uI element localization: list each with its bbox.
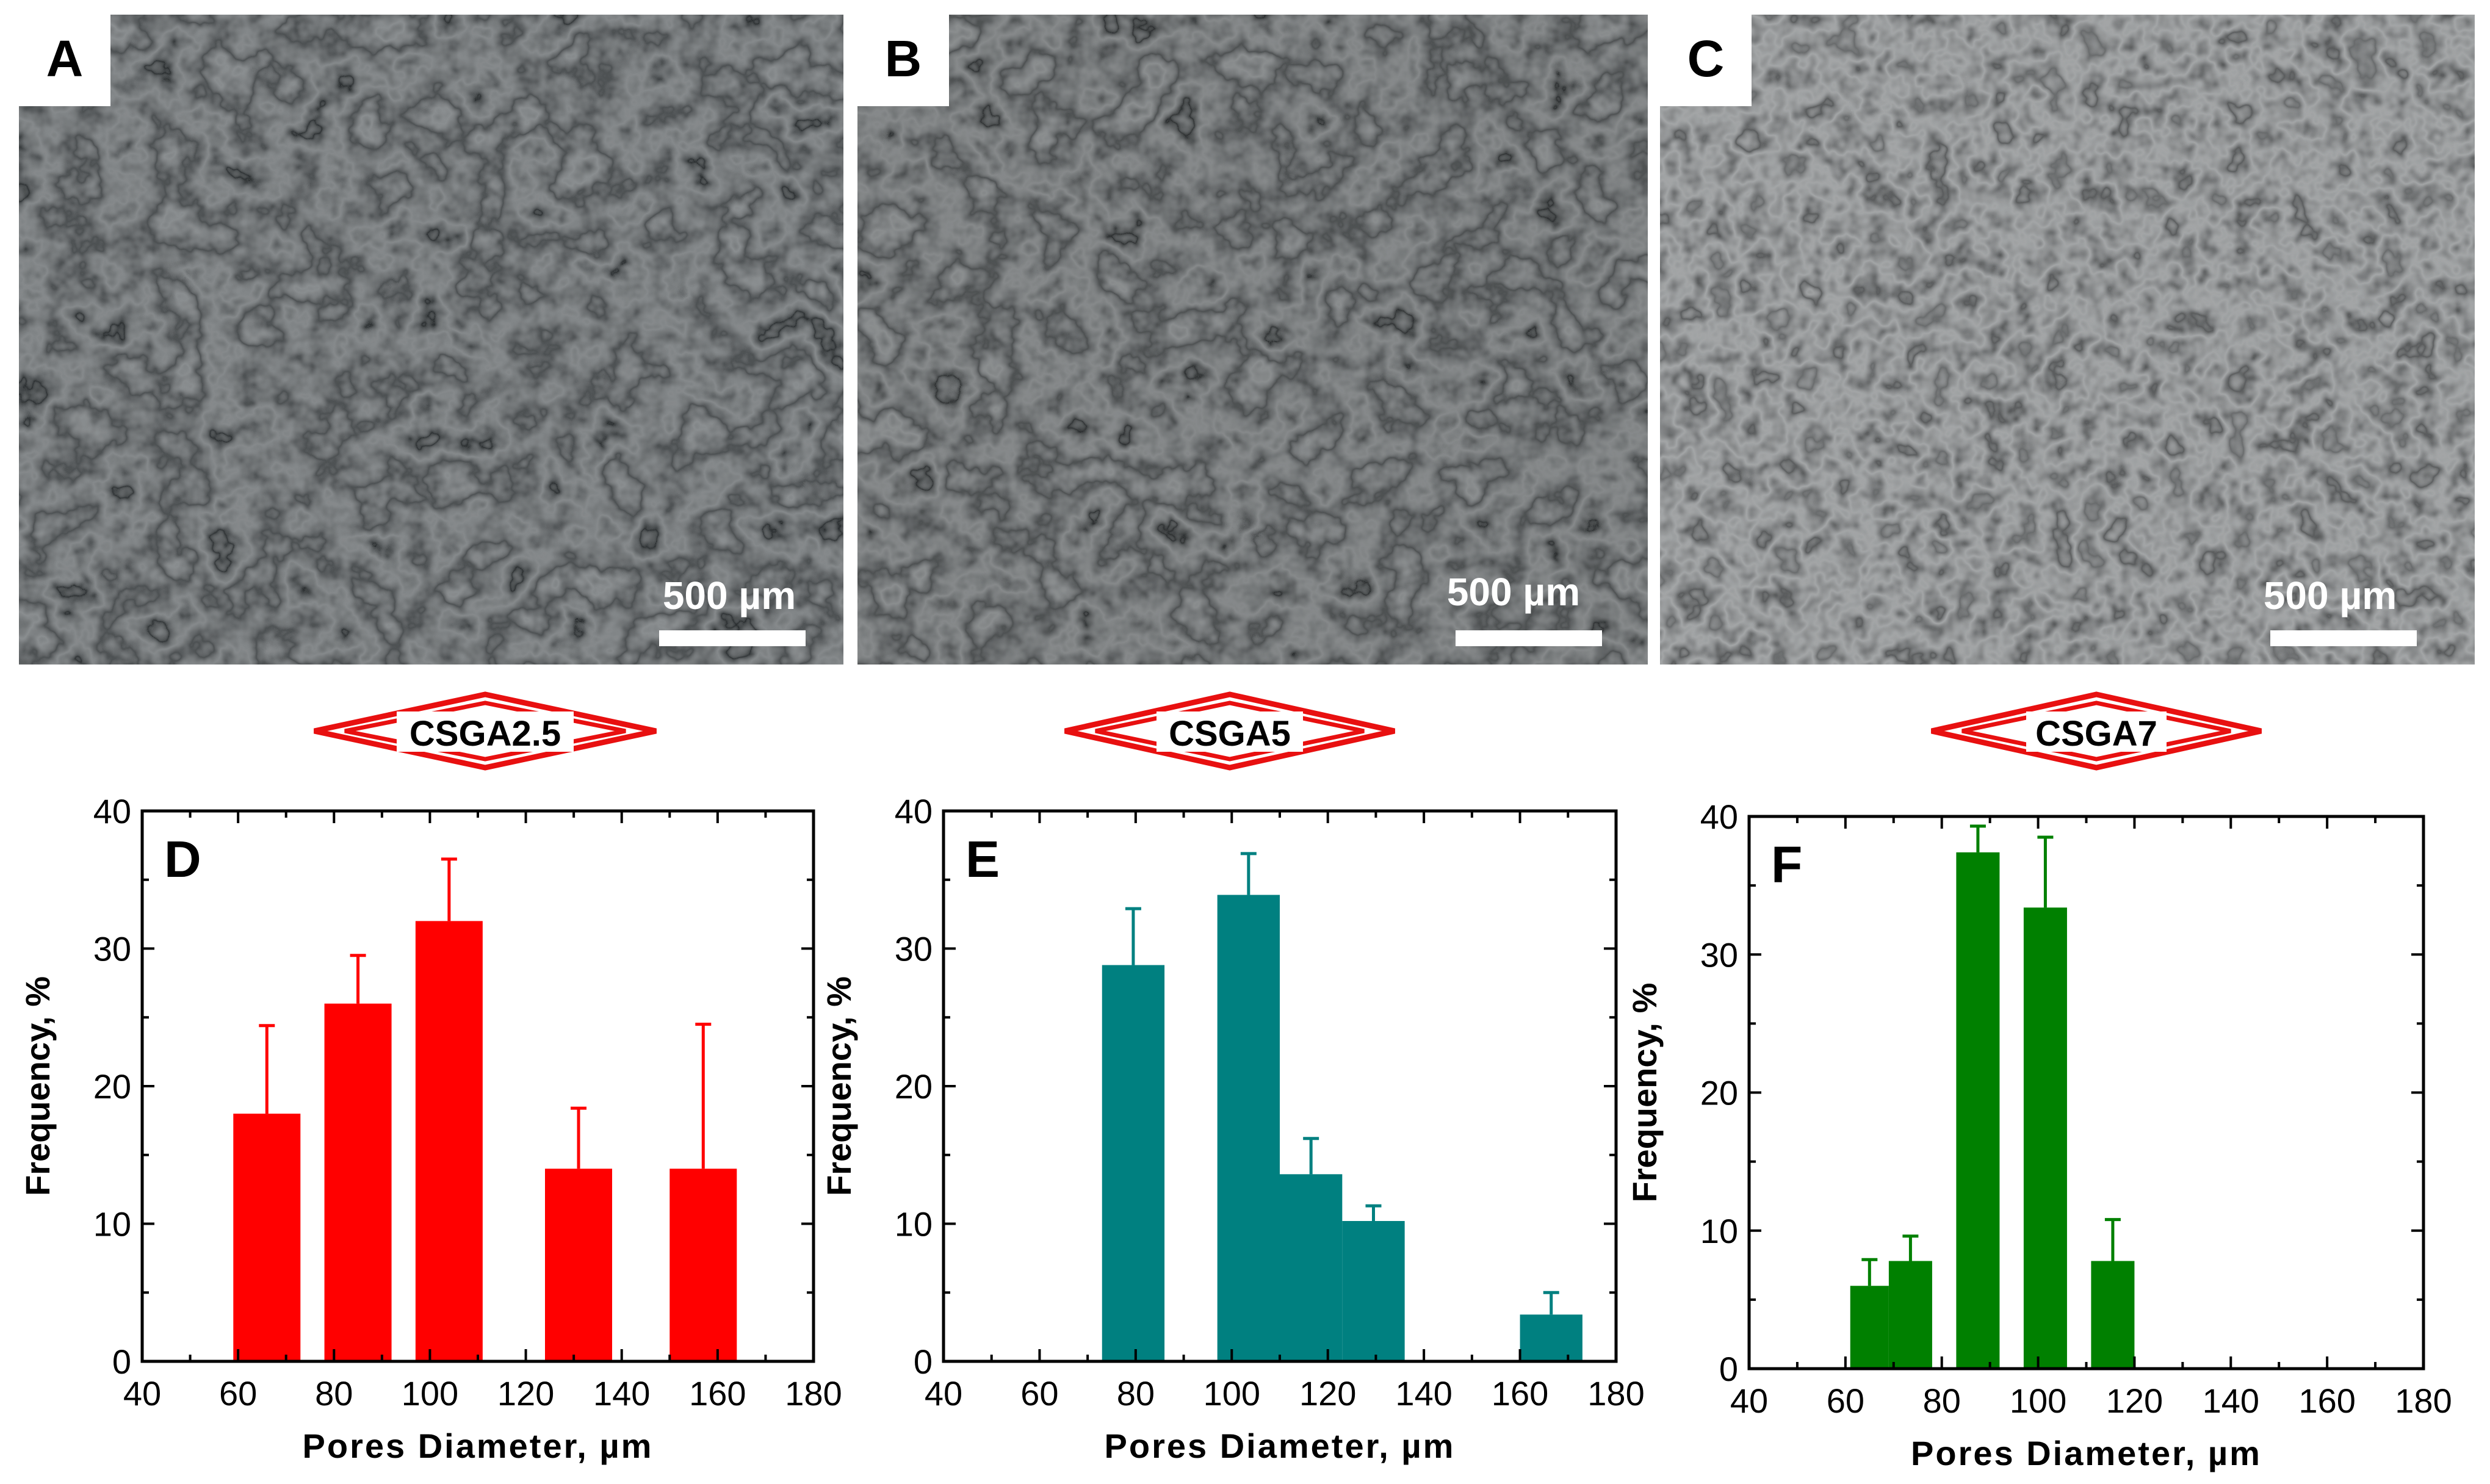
bar-e-4 (1342, 1220, 1405, 1361)
panel-letter-c: C (1687, 30, 1725, 87)
y-tick-label: 10 (895, 1205, 933, 1244)
x-tick-label: 40 (1730, 1381, 1768, 1420)
histogram-chart-e: 40 60 80 100 120 140 160 180 0 10 20 30 40 Pores Diam… (820, 792, 1645, 1465)
sample-label-diamond-2: CSGA5 (1064, 691, 1395, 771)
x-tick-label: 160 (1492, 1374, 1548, 1413)
x-tick-label: 80 (1923, 1381, 1961, 1420)
x-tick-label: 160 (2298, 1381, 2355, 1420)
panel-letter-e: E (965, 830, 1000, 888)
panel-letter-a: A (46, 30, 84, 87)
panel-letter-box-a (19, 15, 110, 106)
y-axis-title: Frequency, % (1625, 983, 1664, 1203)
x-tick-label: 40 (925, 1374, 962, 1413)
sem-texture-b (857, 15, 1648, 665)
x-tick-label: 140 (2203, 1381, 2259, 1420)
x-tick-label: 180 (785, 1374, 842, 1413)
y-tick-label: 40 (1700, 798, 1738, 836)
bar-d-5 (669, 1169, 737, 1361)
scale-bar-b (1456, 630, 1602, 646)
panel-letter-f: F (1771, 836, 1802, 893)
y-axis-title: Frequency, % (18, 976, 57, 1196)
bar-f-3 (1956, 852, 2000, 1369)
diamond-label-bg-1 (397, 711, 574, 752)
sem-image-panel-c: C 500 µm (1660, 15, 2475, 665)
bar-e-1 (1102, 965, 1165, 1361)
x-tick-label: 120 (1299, 1374, 1356, 1413)
bar-e-5 (1520, 1314, 1582, 1361)
bar-e-3 (1280, 1174, 1343, 1361)
bar-d-4 (545, 1169, 612, 1361)
y-tick-label: 10 (93, 1205, 131, 1244)
x-axis-title: Pores Diameter, µm (1105, 1427, 1456, 1465)
bar-e-2 (1217, 895, 1280, 1361)
bar-d-3 (415, 921, 483, 1361)
x-tick-label: 100 (2010, 1381, 2066, 1420)
y-tick-label: 10 (1700, 1212, 1738, 1250)
sem-texture-a (19, 15, 843, 665)
sample-label-1: CSGA2.5 (410, 714, 561, 754)
scale-bar-a (659, 630, 806, 646)
sample-label-3: CSGA7 (2035, 714, 2157, 754)
bar-d-2 (324, 1003, 392, 1361)
x-tick-label: 180 (2395, 1381, 2452, 1420)
sem-texture-c (1660, 15, 2475, 665)
y-tick-label: 40 (93, 792, 131, 830)
sample-label-diamond-3: CSGA7 (1931, 691, 2262, 771)
bar-f-4 (2023, 907, 2067, 1369)
x-tick-label: 120 (497, 1374, 554, 1413)
y-tick-label: 20 (1700, 1074, 1738, 1112)
bar-f-2 (1888, 1261, 1932, 1369)
bar-d-1 (233, 1114, 301, 1361)
histogram-chart-d: 40 60 80 100 120 140 160 180 0 10 20 30 40 Pores Diam… (18, 792, 842, 1465)
y-tick-label: 0 (1719, 1350, 1738, 1388)
y-tick-label: 30 (895, 930, 933, 968)
x-tick-label: 140 (593, 1374, 650, 1413)
y-tick-label: 30 (1700, 935, 1738, 974)
scale-bar-c (2270, 630, 2417, 646)
x-axis-title: Pores Diameter, µm (1911, 1434, 2262, 1472)
x-tick-label: 60 (1020, 1374, 1058, 1413)
x-tick-label: 60 (219, 1374, 257, 1413)
scale-bar-label-b: 500 µm (1447, 570, 1580, 614)
sample-label-2: CSGA5 (1169, 714, 1291, 754)
x-tick-label: 100 (402, 1374, 458, 1413)
panel-letter-box-b (857, 15, 949, 106)
scale-bar-label-c: 500 µm (2264, 574, 2397, 618)
sample-label-diamond-1: CSGA2.5 (314, 691, 657, 771)
sem-image-panel-a: A 500 µm (19, 15, 843, 665)
histogram-chart-f: 40 60 80 100 120 140 160 180 0 10 20 30 40 Pores Diam… (1625, 798, 2452, 1472)
sem-image-panel-b: B 500 µm (857, 15, 1648, 665)
diamond-label-bg-3 (2026, 711, 2167, 752)
x-tick-label: 120 (2106, 1381, 2163, 1420)
y-axis-title: Frequency, % (820, 976, 858, 1196)
x-tick-label: 160 (689, 1374, 746, 1413)
diamond-label-bg-2 (1157, 711, 1303, 752)
x-tick-label: 180 (1587, 1374, 1644, 1413)
y-tick-label: 0 (914, 1342, 933, 1381)
panel-letter-box-c (1660, 15, 1752, 106)
y-tick-label: 20 (895, 1067, 933, 1106)
x-tick-label: 140 (1395, 1374, 1452, 1413)
x-tick-label: 80 (1117, 1374, 1155, 1413)
x-tick-label: 60 (1827, 1381, 1864, 1420)
y-tick-label: 20 (93, 1067, 131, 1106)
x-axis-title: Pores Diameter, µm (303, 1427, 654, 1465)
x-tick-label: 80 (315, 1374, 353, 1413)
bar-f-5 (2091, 1261, 2135, 1369)
x-tick-label: 100 (1204, 1374, 1260, 1413)
y-tick-label: 40 (895, 792, 933, 830)
y-tick-label: 30 (93, 930, 131, 968)
panel-letter-b: B (885, 30, 922, 87)
bar-f-1 (1850, 1286, 1889, 1369)
panel-letter-d: D (164, 830, 201, 888)
x-tick-label: 40 (123, 1374, 161, 1413)
y-tick-label: 0 (112, 1342, 131, 1381)
scale-bar-label-a: 500 µm (663, 574, 796, 618)
